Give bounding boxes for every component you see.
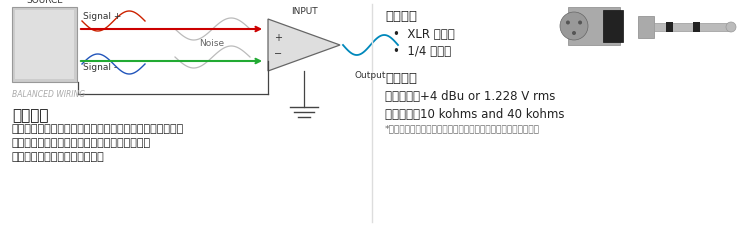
Text: Output: Output: [354, 71, 386, 80]
Bar: [666, 23, 673, 33]
Text: BALANCED WIRING: BALANCED WIRING: [12, 90, 85, 99]
Text: 优点：抗干扰能力强，信号动态和频响保护更好: 优点：抗干扰能力强，信号动态和频响保护更好: [12, 137, 151, 147]
Text: 平衡接口: 平衡接口: [385, 10, 417, 23]
Text: +: +: [274, 33, 282, 43]
Bar: [568, 8, 620, 46]
Circle shape: [560, 13, 588, 41]
Text: •  1/4 大三芯: • 1/4 大三芯: [393, 45, 452, 58]
Text: 利用两条铜线传输反相的模拟信号，通过相位抵消噪声影响: 利用两条铜线传输反相的模拟信号，通过相位抵消噪声影响: [12, 123, 184, 133]
Polygon shape: [268, 20, 340, 72]
Bar: [12, 8, 77, 83]
Circle shape: [726, 23, 736, 33]
Bar: [15, 11, 74, 80]
Text: 平衡信号: 平衡信号: [12, 108, 49, 122]
Bar: [603, 11, 623, 43]
Circle shape: [566, 21, 570, 25]
Text: 缺点：专业领域接口，造价稍高: 缺点：专业领域接口，造价稍高: [12, 151, 105, 161]
Bar: [638, 17, 654, 39]
Circle shape: [578, 21, 582, 25]
Text: 输入阻抗：10 kohms and 40 kohms: 输入阻抗：10 kohms and 40 kohms: [385, 108, 565, 121]
Text: SOURCE: SOURCE: [26, 0, 63, 5]
Text: •  XLR 卡农头: • XLR 卡农头: [393, 28, 454, 41]
Text: 平衡信号: 平衡信号: [385, 72, 417, 85]
Text: Signal -: Signal -: [83, 63, 117, 72]
Text: 参考电平：+4 dBu or 1.228 V rms: 参考电平：+4 dBu or 1.228 V rms: [385, 90, 555, 103]
Circle shape: [572, 32, 576, 36]
Bar: [654, 24, 730, 32]
Text: −: −: [274, 49, 282, 59]
Text: Signal +: Signal +: [83, 12, 122, 21]
Text: INPUT: INPUT: [291, 7, 317, 16]
Text: Noise: Noise: [200, 39, 224, 48]
Bar: [693, 23, 700, 33]
Text: *上述数值范围代表大多数平衡产品，并非全部，如有误，请轻拍: *上述数值范围代表大多数平衡产品，并非全部，如有误，请轻拍: [385, 123, 540, 132]
